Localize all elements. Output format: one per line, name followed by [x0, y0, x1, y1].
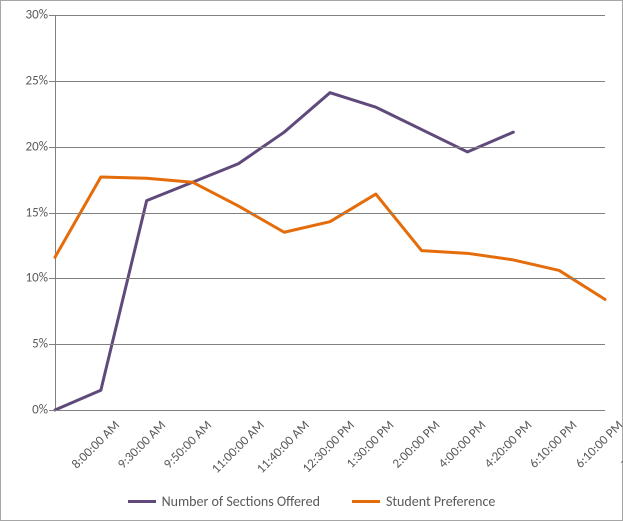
gridline [55, 15, 605, 16]
legend-item: Number of Sections Offered [128, 493, 320, 510]
y-axis-label: 5% [32, 337, 48, 352]
legend-item: Student Preference [352, 493, 495, 510]
x-axis-label: 2:00:00 PM [390, 418, 444, 472]
y-tick [49, 344, 55, 345]
gridline [55, 213, 605, 214]
x-axis-label: 9:50:00 AM [161, 418, 215, 472]
gridline [55, 81, 605, 82]
y-axis-label: 25% [26, 73, 48, 88]
legend: Number of Sections Offered Student Prefer… [1, 493, 622, 510]
y-tick [49, 147, 55, 148]
gridline [55, 147, 605, 148]
y-tick [49, 81, 55, 82]
y-tick [49, 15, 55, 16]
x-axis-label: 6:10:00 PM [527, 418, 581, 472]
legend-label: Student Preference [386, 493, 495, 510]
y-tick [49, 410, 55, 411]
y-axis-label: 20% [26, 139, 48, 154]
y-axis-label: 30% [26, 8, 48, 23]
y-axis-label: 0% [32, 403, 48, 418]
plot-area [55, 15, 605, 410]
legend-swatch [128, 500, 156, 503]
x-axis-label: 4:00:00 PM [435, 418, 489, 472]
x-axis-label: 4:20:00 PM [481, 418, 535, 472]
chart-container: Number of Sections Offered Student Prefer… [0, 0, 623, 521]
legend-label: Number of Sections Offered [162, 493, 320, 510]
y-axis-label: 15% [26, 205, 48, 220]
gridline [55, 344, 605, 345]
x-axis-label: 8:00:00 AM [69, 418, 123, 472]
gridline [55, 278, 605, 279]
y-tick [49, 213, 55, 214]
gridline [55, 410, 605, 411]
y-axis-label: 10% [26, 271, 48, 286]
legend-swatch [352, 500, 380, 503]
y-tick [49, 278, 55, 279]
x-axis-label: 6:10:00 PM [573, 418, 623, 472]
x-axis-label: 9:30:00 AM [115, 418, 169, 472]
